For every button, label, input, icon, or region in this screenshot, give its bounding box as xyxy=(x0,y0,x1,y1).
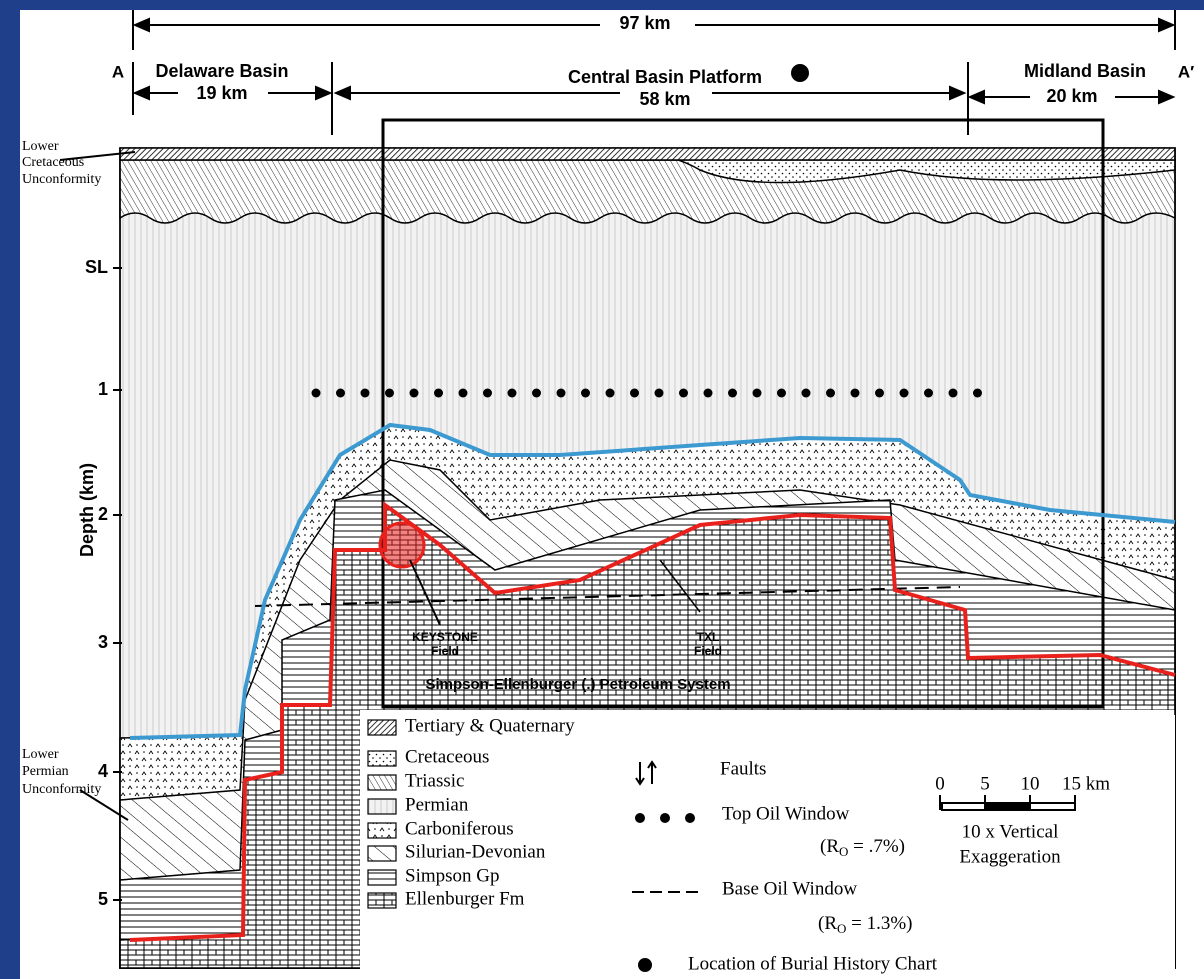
section-width: 20 km xyxy=(1046,86,1097,106)
oil-dot xyxy=(851,389,860,398)
axis-tick-label: 1 xyxy=(98,379,108,399)
section-width: 19 km xyxy=(196,83,247,103)
section-width: 58 km xyxy=(639,89,690,109)
axis-label: Depth (km) xyxy=(77,463,97,557)
ro-part: (R xyxy=(818,913,837,934)
axis-tick-label: 2 xyxy=(98,504,108,524)
section-end: A′ xyxy=(1178,62,1194,81)
scale-note: Exaggeration xyxy=(959,846,1061,867)
axis-tick-label: 4 xyxy=(98,761,108,781)
section-name: Delaware Basin xyxy=(155,61,288,81)
legend-label: Triassic xyxy=(405,770,464,791)
legend-label: Simpson Gp xyxy=(405,865,500,886)
unconformity-label: Unconformity xyxy=(22,172,101,187)
oil-dot xyxy=(973,389,982,398)
legend-label: Base Oil Window xyxy=(722,878,857,899)
scale-note: 10 x Vertical xyxy=(962,821,1059,842)
axis-tick-label: 3 xyxy=(98,632,108,652)
oil-dot xyxy=(753,389,762,398)
oil-dot xyxy=(924,389,933,398)
oil-dot xyxy=(875,389,884,398)
unconformity-label: Cretaceous xyxy=(22,155,84,170)
legend-label: Tertiary & Quaternary xyxy=(405,715,575,736)
oil-dot xyxy=(483,389,492,398)
unconformity-label: Permian xyxy=(22,764,69,779)
legend-label: Top Oil Window xyxy=(722,803,850,824)
oil-dot xyxy=(459,389,468,398)
ro-label: (RO = .7%) xyxy=(820,836,905,859)
scale-tick: 5 xyxy=(980,773,990,794)
oil-dot xyxy=(949,389,958,398)
ro-part: O xyxy=(837,921,846,936)
unconformity-label: Lower xyxy=(22,139,59,154)
oil-dot xyxy=(532,389,541,398)
oil-dot xyxy=(581,389,590,398)
scale-tick: 0 xyxy=(935,773,945,794)
legend-label: Silurian-Devonian xyxy=(405,841,546,862)
legend-label: Cretaceous xyxy=(405,746,489,767)
ro-part: O xyxy=(839,844,848,859)
ro-part: (R xyxy=(820,836,839,857)
field-name: KEYSTONE xyxy=(412,630,478,644)
oil-dot xyxy=(679,389,688,398)
field-name: Field xyxy=(431,644,459,658)
oil-dot xyxy=(557,389,566,398)
oil-dot xyxy=(777,389,786,398)
legend-label: Carboniferous xyxy=(405,818,514,839)
legend-label: Permian xyxy=(405,794,469,815)
axis-tick-label: 5 xyxy=(98,889,108,909)
oil-dot xyxy=(336,389,345,398)
total-distance: 97 km xyxy=(619,13,670,33)
oil-dot xyxy=(606,389,615,398)
oil-dot xyxy=(410,389,419,398)
oil-dot xyxy=(434,389,443,398)
page: {"header":{"total":"97 km","left_end":"A… xyxy=(0,0,1204,979)
oil-dot xyxy=(900,389,909,398)
oil-dot xyxy=(361,389,370,398)
oil-dot xyxy=(826,389,835,398)
section-name: Midland Basin xyxy=(1024,61,1146,81)
legend-label: Faults xyxy=(720,758,766,779)
section-end: A xyxy=(112,62,124,81)
unconformity-label: Lower xyxy=(22,747,59,762)
section-name: Central Basin Platform xyxy=(568,67,762,87)
petroleum-system-label: Simpson-Ellenburger (.) Petroleum System xyxy=(425,676,730,693)
oil-dot xyxy=(385,389,394,398)
field-name: TXL xyxy=(697,630,720,644)
legend-label: Location of Burial History Chart xyxy=(688,953,938,974)
oil-dot xyxy=(312,389,321,398)
scale-tick: 10 xyxy=(1021,773,1040,794)
oil-dot xyxy=(630,389,639,398)
oil-dot xyxy=(704,389,713,398)
field-name: Field xyxy=(694,644,722,658)
ro-label: (RO = 1.3%) xyxy=(818,913,913,936)
scale-tick: 15 km xyxy=(1062,773,1110,794)
oil-dot xyxy=(728,389,737,398)
diagram: 97 km A A′ Delaware Basin19 km Central Basin… xyxy=(0,0,1204,979)
ro-part: = 1.3%) xyxy=(846,913,912,934)
oil-dot xyxy=(802,389,811,398)
oil-dot xyxy=(508,389,517,398)
axis-tick-label: SL xyxy=(85,257,108,277)
unconformity-label: Unconformity xyxy=(22,782,101,797)
ro-part: = .7%) xyxy=(848,836,905,857)
oil-dot xyxy=(655,389,664,398)
keystone-marker xyxy=(380,523,424,567)
legend-label: Ellenburger Fm xyxy=(405,888,525,909)
